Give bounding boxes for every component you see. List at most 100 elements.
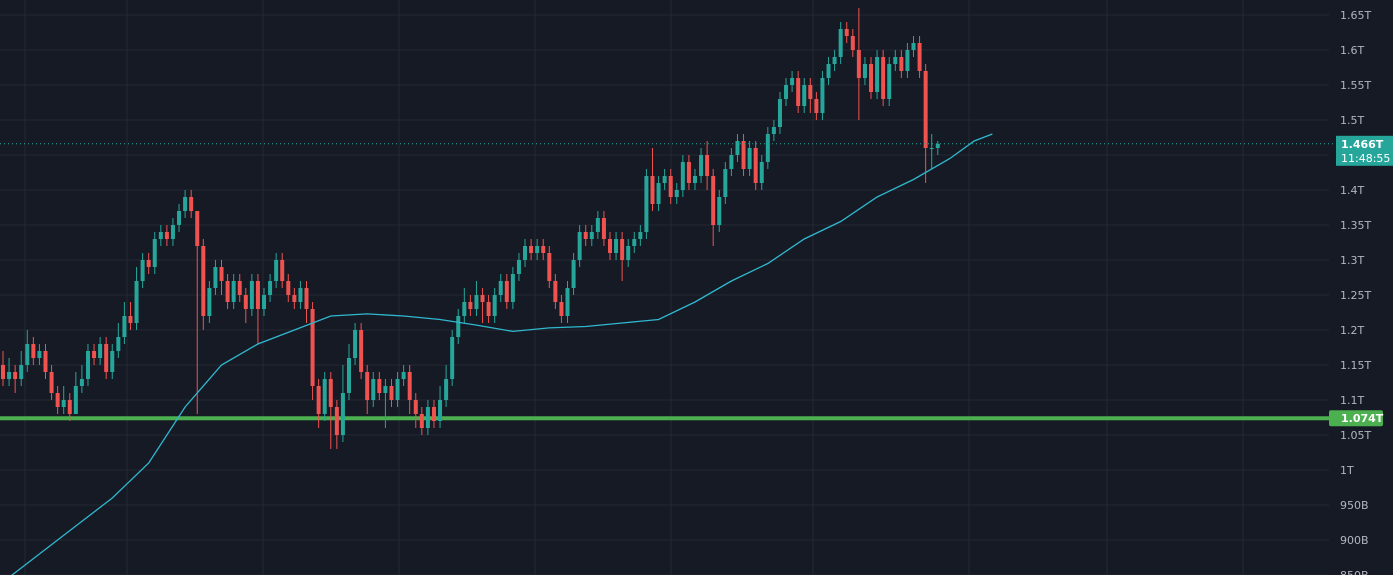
- candle-up: [887, 64, 892, 99]
- support-price-label: 1.074T: [1341, 412, 1384, 425]
- candle-down: [31, 344, 36, 358]
- current-price-badge: 1.466T 11:48:55: [1336, 135, 1393, 166]
- candle-down: [608, 239, 612, 253]
- price-tick-label: 900B: [1340, 534, 1369, 547]
- candle-down: [286, 281, 291, 295]
- candle-up: [450, 337, 455, 379]
- candle-up: [140, 260, 145, 281]
- candle-up: [122, 316, 127, 337]
- candle-up: [911, 43, 916, 50]
- candle-up: [862, 64, 867, 78]
- candle-down: [541, 246, 546, 253]
- candle-down: [844, 29, 849, 36]
- candle-up: [680, 162, 685, 190]
- candle-up: [262, 295, 267, 309]
- candle-up: [346, 358, 351, 393]
- candle-up: [765, 134, 770, 162]
- candle-up: [838, 29, 843, 57]
- candle-down: [146, 260, 151, 267]
- candle-down: [431, 407, 436, 421]
- candle-down: [255, 281, 260, 309]
- candle-up: [589, 232, 594, 239]
- candle-up: [177, 211, 182, 225]
- candle-down: [219, 267, 224, 281]
- candle-down: [195, 211, 200, 246]
- price-tick-label: 1.2T: [1340, 324, 1364, 337]
- candle-down: [869, 64, 874, 92]
- candle-down: [741, 141, 746, 169]
- moving-average-line: [11, 133, 993, 575]
- candle-up: [268, 281, 273, 295]
- candle-up: [893, 57, 898, 64]
- candle-up: [158, 232, 163, 239]
- price-tick-label: 1.1T: [1340, 394, 1364, 407]
- candle-up: [595, 218, 600, 232]
- candle-down: [923, 71, 928, 148]
- candle-down: [529, 246, 534, 253]
- candle-down: [128, 316, 133, 323]
- candle-down: [468, 302, 473, 309]
- candle-up: [565, 288, 570, 316]
- candle-down: [850, 36, 855, 50]
- candle-up: [110, 351, 115, 372]
- candle-down: [559, 302, 564, 316]
- candle-down: [43, 351, 48, 372]
- candle-down: [419, 414, 424, 428]
- candle-up: [638, 232, 643, 239]
- candle-up: [7, 372, 12, 379]
- candle-down: [164, 232, 169, 239]
- price-tick-label: 1.25T: [1340, 289, 1371, 302]
- candle-up: [340, 393, 345, 435]
- price-axis[interactable]: 1.65T1.6T1.55T1.5T1.45T1.4T1.35T1.3T1.25…: [1340, 9, 1371, 575]
- candle-down: [365, 372, 370, 400]
- bar-countdown: 11:48:55: [1341, 152, 1390, 165]
- candle-down: [359, 330, 364, 372]
- candle-down: [377, 379, 382, 393]
- candle-up: [577, 232, 582, 260]
- candle-up: [626, 246, 631, 260]
- candle-down: [856, 50, 861, 78]
- price-tick-label: 1.35T: [1340, 219, 1371, 232]
- candle-up: [656, 183, 661, 204]
- candle-down: [814, 99, 819, 113]
- candle-up: [98, 344, 103, 358]
- candle-down: [201, 246, 206, 316]
- candle-up: [644, 176, 649, 232]
- price-tick-label: 1.55T: [1340, 79, 1371, 92]
- candle-down: [243, 295, 248, 309]
- candle-up: [802, 85, 807, 106]
- candle-up: [935, 143, 940, 148]
- price-tick-label: 1.6T: [1340, 44, 1364, 57]
- price-tick-label: 1.5T: [1340, 114, 1364, 127]
- candle-down: [280, 260, 285, 281]
- candle-down: [49, 372, 54, 393]
- candle-up: [777, 99, 782, 127]
- candle-up: [516, 260, 521, 274]
- candle-up: [322, 379, 327, 414]
- candle-down: [328, 379, 333, 407]
- candle-down: [899, 57, 904, 71]
- candle-up: [401, 372, 406, 379]
- candle-down: [486, 302, 491, 316]
- candle-up: [19, 365, 24, 379]
- candle-down: [796, 78, 801, 106]
- support-price-badge: 1.074T: [1329, 410, 1384, 427]
- candle-down: [504, 281, 509, 302]
- candle-up: [832, 57, 837, 64]
- candle-up: [474, 295, 479, 309]
- candle-down: [650, 176, 655, 204]
- price-tick-label: 950B: [1340, 499, 1369, 512]
- candle-up: [784, 85, 789, 99]
- candle-up: [790, 78, 795, 85]
- candle-up: [498, 281, 503, 295]
- candle-down: [547, 253, 552, 281]
- candle-down: [668, 176, 673, 197]
- candle-up: [231, 281, 236, 302]
- candle-up: [298, 288, 303, 302]
- candle-down: [917, 43, 922, 71]
- candle-up: [353, 330, 358, 358]
- candle-down: [67, 400, 72, 414]
- price-tick-label: 850B: [1340, 569, 1369, 575]
